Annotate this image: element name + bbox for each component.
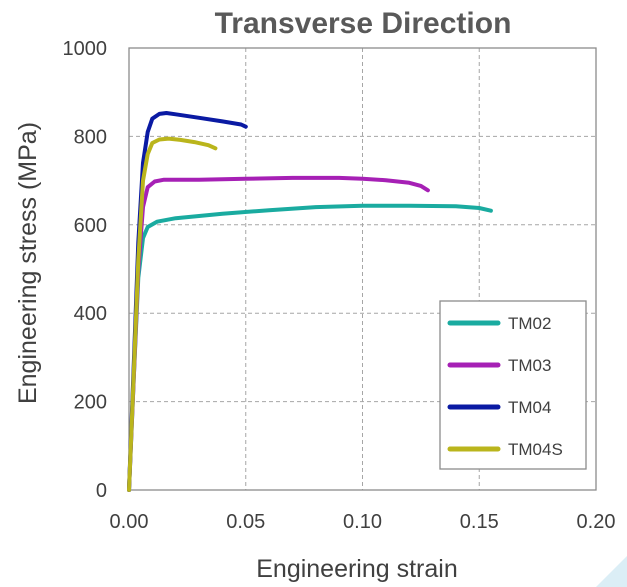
y-tick-label: 400 — [74, 303, 107, 325]
y-tick-label: 800 — [74, 126, 107, 148]
y-tick-label: 600 — [74, 215, 107, 237]
plot-area — [128, 47, 597, 491]
chart-title: Transverse Direction — [215, 7, 512, 40]
y-tick-label: 200 — [74, 392, 107, 414]
x-axis-title: Engineering strain — [256, 555, 458, 583]
x-tick-label: 0.15 — [460, 511, 499, 533]
grid-lines — [129, 48, 596, 490]
legend-label-tm04: TM04 — [508, 398, 551, 417]
y-axis-title: Engineering stress (MPa) — [14, 122, 42, 404]
x-tick-label: 0.20 — [577, 511, 616, 533]
legend-label-tm02: TM02 — [508, 314, 551, 333]
corner-decoration — [596, 556, 627, 587]
axis-tick-labels: 0.00 0.05 0.10 0.15 0.20 0 200 400 600 800 1000 — [63, 38, 616, 533]
y-tick-label: 1000 — [63, 38, 108, 60]
series-line-tm04s — [127, 136, 218, 492]
legend-label-tm04s: TM04S — [508, 440, 563, 459]
series-line-tm02 — [127, 203, 493, 492]
series-lines — [127, 111, 493, 492]
y-tick-label: 0 — [96, 480, 107, 502]
x-tick-label: 0.05 — [226, 511, 265, 533]
x-tick-label: 0.10 — [343, 511, 382, 533]
x-tick-label: 0.00 — [110, 511, 149, 533]
legend-label-tm03: TM03 — [508, 356, 551, 375]
legend: TM02 TM03 TM04 TM04S — [439, 300, 587, 470]
legend-box — [439, 300, 587, 470]
